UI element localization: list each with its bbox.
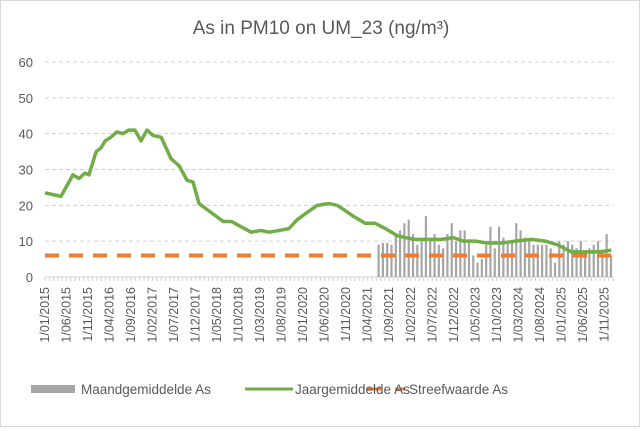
x-tick-label: 1/04/2016 [103, 287, 117, 343]
bar [381, 242, 384, 277]
annual-average-line [44, 128, 612, 254]
bar [562, 244, 565, 277]
x-tick-label: 1/11/2020 [339, 287, 353, 342]
x-tick-label: 1/06/2025 [576, 287, 590, 343]
bar [442, 248, 445, 277]
bar [523, 237, 526, 277]
x-tick-label: 1/01/2025 [554, 287, 568, 343]
chart-title: As in PM10 on UM_23 (ng/m³) [193, 18, 450, 39]
x-tick-label: 1/11/2025 [597, 287, 611, 342]
bar [601, 251, 604, 277]
bar [485, 244, 488, 277]
x-tick-label: 1/08/2019 [275, 287, 289, 343]
x-tick-label: 1/03/2019 [253, 287, 267, 343]
y-tick-label: 40 [19, 127, 33, 142]
bar [596, 241, 600, 277]
bar [480, 259, 483, 277]
legend-label: Streefwaarde As [409, 382, 508, 397]
bar [532, 244, 535, 277]
bar [399, 230, 402, 277]
bar [467, 241, 471, 277]
bar [386, 242, 389, 277]
bar [403, 223, 406, 277]
bar [536, 244, 539, 277]
bar [545, 244, 548, 277]
y-tick-label: 30 [19, 163, 33, 178]
x-tick-label: 1/12/2022 [447, 287, 461, 343]
y-tick-label: 10 [19, 234, 33, 249]
bar [579, 241, 582, 277]
bar [493, 248, 496, 277]
bar [446, 234, 449, 277]
bar [497, 226, 501, 277]
bar [454, 241, 458, 277]
bar [510, 241, 514, 277]
bar [592, 244, 595, 277]
x-tick-label: 1/08/2024 [533, 287, 547, 343]
x-tick-label: 1/09/2021 [382, 287, 396, 343]
legend-bar-swatch [31, 385, 75, 393]
x-tick-label: 1/01/2020 [296, 287, 310, 343]
bar [541, 244, 544, 277]
y-tick-label: 0 [26, 270, 33, 285]
bar [437, 244, 440, 277]
bar [506, 241, 509, 277]
x-tick-label: 1/11/2015 [81, 287, 95, 342]
bar [424, 216, 428, 277]
x-tick-label: 1/05/2023 [468, 287, 482, 343]
bar [450, 223, 453, 277]
bar [588, 248, 591, 277]
bar [390, 244, 393, 277]
legend-label: Jaargemiddelde As [295, 382, 410, 397]
x-tick-label: 1/06/2015 [60, 287, 74, 343]
bar [377, 244, 380, 277]
x-tick-label: 1/12/2017 [189, 287, 203, 343]
x-tick-label: 1/07/2017 [167, 287, 181, 343]
y-tick-label: 50 [19, 91, 33, 106]
x-tick-label: 1/10/2018 [232, 287, 246, 343]
x-tick-label: 1/07/2022 [425, 287, 439, 343]
bar [394, 234, 397, 277]
bar [571, 244, 574, 277]
bar [553, 262, 557, 277]
y-tick-label: 20 [19, 198, 33, 213]
x-tick-label: 1/09/2016 [124, 287, 138, 343]
x-tick-label: 1/02/2022 [404, 287, 418, 343]
bar [416, 244, 419, 277]
x-tick-label: 1/03/2024 [511, 287, 525, 343]
bar [489, 226, 492, 277]
x-tick-label: 1/10/2023 [490, 287, 504, 343]
bar [420, 241, 423, 277]
bar [558, 241, 561, 277]
bar [575, 248, 578, 277]
bar [407, 219, 410, 277]
legend-label: Maandgemiddelde As [81, 382, 211, 397]
bar [566, 241, 570, 277]
y-tick-label: 60 [19, 55, 33, 70]
x-tick-label: 1/05/2018 [210, 287, 224, 343]
bar [476, 262, 479, 277]
bar [528, 241, 531, 277]
x-tick-label: 1/02/2017 [146, 287, 160, 343]
x-tick-label: 1/06/2020 [318, 287, 332, 343]
x-tick-label: 1/01/2015 [38, 287, 52, 343]
bar [584, 251, 587, 277]
x-tick-label: 1/04/2021 [361, 287, 375, 343]
bar [519, 230, 522, 277]
bar [472, 255, 475, 277]
bar [609, 255, 613, 277]
bar [549, 248, 552, 277]
bar [515, 223, 518, 277]
